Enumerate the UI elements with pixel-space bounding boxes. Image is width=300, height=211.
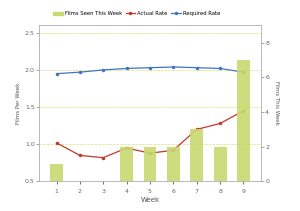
Legend: Films Seen This Week, Actual Rate, Required Rate: Films Seen This Week, Actual Rate, Requi…: [51, 9, 222, 18]
Bar: [167, 147, 180, 181]
Bar: [50, 164, 63, 181]
Y-axis label: Films This Week: Films This Week: [274, 81, 279, 125]
Bar: [144, 147, 156, 181]
Bar: [214, 147, 226, 181]
Y-axis label: Films Per Week: Films Per Week: [16, 83, 21, 124]
Bar: [237, 60, 250, 181]
X-axis label: Week: Week: [140, 197, 160, 203]
Bar: [120, 147, 133, 181]
Bar: [190, 129, 203, 181]
